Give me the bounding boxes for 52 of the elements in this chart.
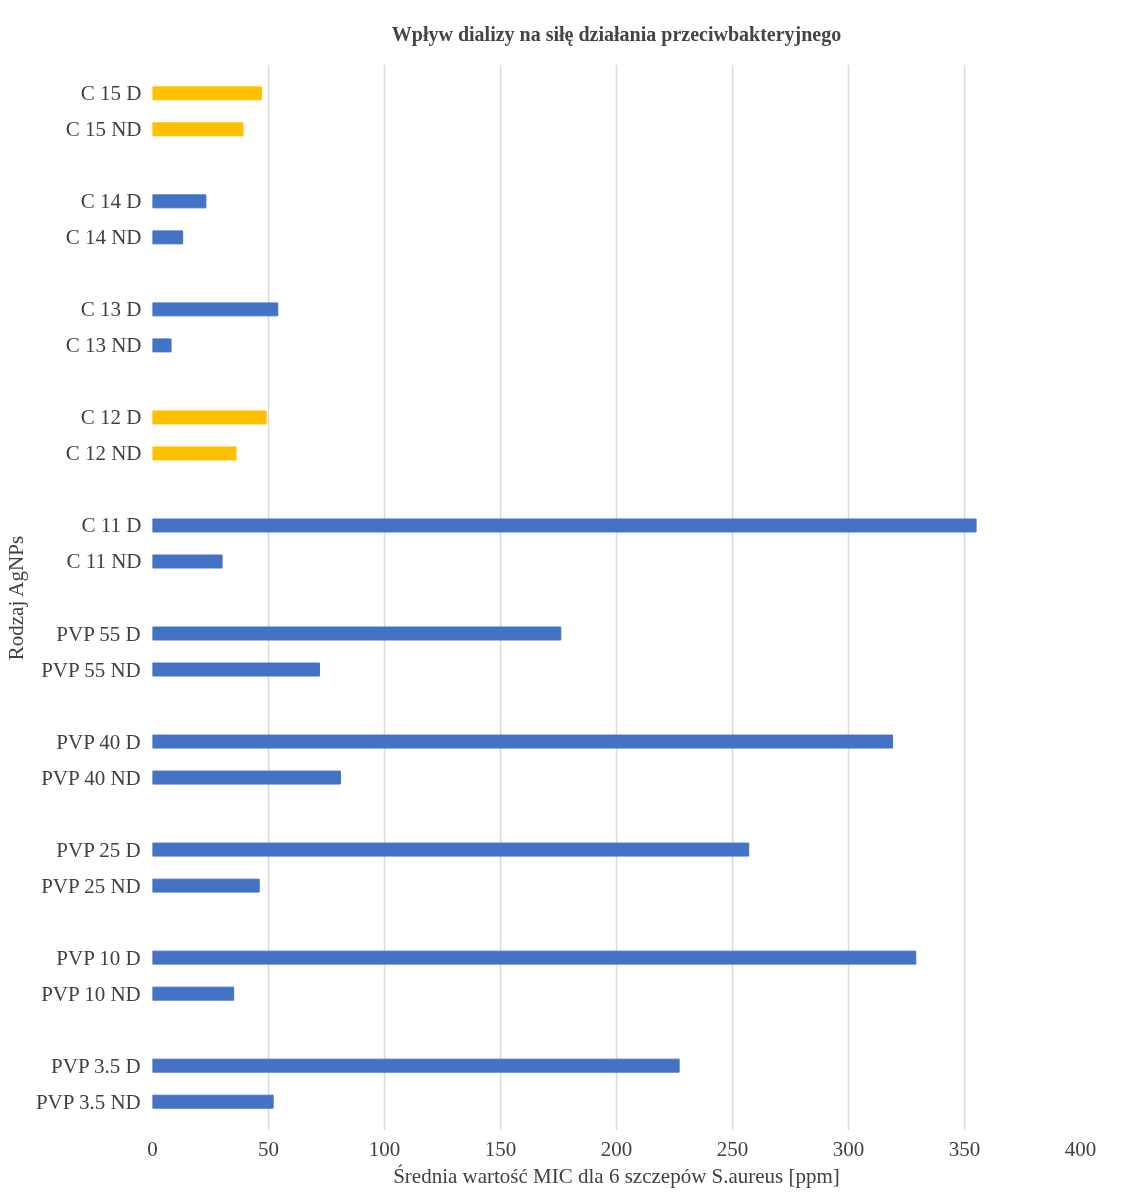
x-tick-label: 350 (948, 1136, 981, 1161)
y-axis-title: Rodzaj AgNPs (3, 535, 28, 661)
y-tick-label: PVP 10 ND (41, 981, 141, 1006)
x-tick-label: 100 (368, 1136, 401, 1161)
bar (152, 554, 223, 569)
y-tick-label: C 12 ND (65, 441, 142, 466)
x-tick-label: 250 (716, 1136, 749, 1161)
y-tick-label: PVP 10 D (56, 945, 141, 970)
y-tick-label: PVP 3.5 ND (35, 1089, 141, 1114)
x-tick-label: 150 (484, 1136, 517, 1161)
x-tick-label: 0 (147, 1136, 158, 1161)
bar (152, 230, 184, 245)
x-tick-label: 300 (832, 1136, 865, 1161)
bar (152, 1094, 274, 1109)
y-tick-label: C 11 ND (66, 549, 142, 574)
bar (152, 1058, 680, 1073)
x-axis-title: Średnia wartość MIC dla 6 szczepów S.aureus [ppm] (393, 1163, 840, 1188)
x-tick-label: 200 (600, 1136, 633, 1161)
y-tick-label: PVP 25 ND (41, 873, 141, 898)
bar (152, 446, 237, 461)
y-tick-label: C 13 D (80, 297, 142, 322)
y-tick-label: C 15 D (80, 81, 142, 106)
bar (152, 662, 321, 677)
y-tick-label: C 11 D (81, 513, 142, 538)
y-tick-label: C 14 D (80, 189, 142, 214)
bar (152, 122, 244, 137)
y-tick-label: C 13 ND (65, 333, 142, 358)
y-tick-label: PVP 25 D (56, 837, 141, 862)
bar (152, 194, 207, 209)
bar (152, 86, 263, 101)
bar (152, 338, 172, 353)
bar (152, 878, 260, 893)
x-tick-label: 400 (1064, 1136, 1097, 1161)
bar (152, 410, 267, 425)
bar (152, 986, 235, 1001)
bar (152, 734, 894, 749)
bar (152, 842, 750, 857)
x-tick-label: 50 (258, 1136, 279, 1161)
y-tick-label: PVP 40 ND (41, 765, 141, 790)
y-tick-label: C 12 D (80, 405, 142, 430)
chart-title: Wpływ dializy na siłę działania przeciwbakteryjnego (391, 22, 842, 46)
y-tick-label: PVP 3.5 D (51, 1053, 141, 1078)
y-tick-label: PVP 55 D (56, 621, 141, 646)
bar (152, 302, 279, 317)
bar (152, 518, 977, 533)
bar (152, 626, 562, 641)
y-tick-label: C 15 ND (65, 117, 142, 142)
y-tick-label: PVP 55 ND (41, 657, 141, 682)
y-tick-label: PVP 40 D (56, 729, 141, 754)
bar (152, 770, 341, 785)
bar (152, 950, 917, 965)
y-tick-label: C 14 ND (65, 225, 142, 250)
